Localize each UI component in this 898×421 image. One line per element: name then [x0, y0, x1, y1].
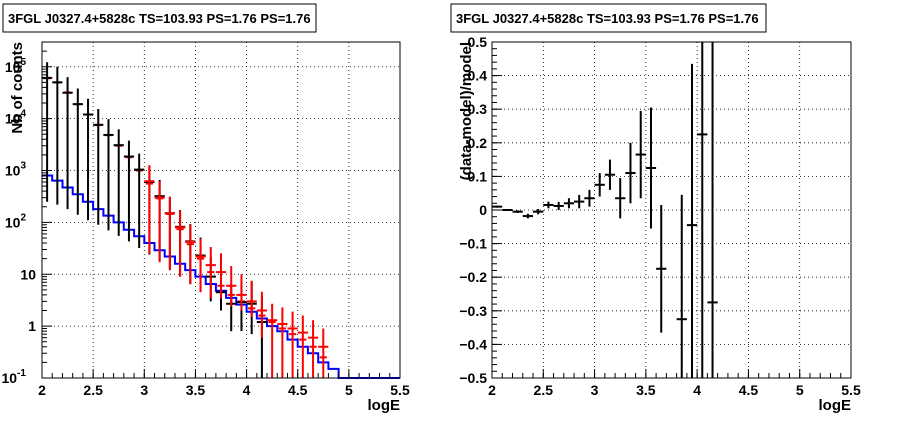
x-tick-label: 4: [693, 382, 701, 398]
y-tick-exponent: 5: [20, 57, 26, 68]
y-tick-exponent: 3: [20, 161, 26, 172]
x-tick-label: 5.5: [841, 382, 861, 398]
y-tick-label: 10: [20, 266, 36, 282]
residual-frame: [491, 41, 852, 379]
x-tick-label: 5: [345, 382, 353, 398]
counts-grid: [42, 42, 400, 378]
residual-grid: [492, 42, 851, 378]
y-tick-label: 102: [5, 212, 27, 230]
x-tick-label: 4: [243, 382, 251, 398]
y-tick-label: −0.5: [459, 370, 487, 386]
y-tick-exponent: 4: [20, 109, 26, 120]
y-tick-label: −0.1: [459, 236, 487, 252]
y-tick-label: 0.4: [468, 68, 488, 84]
y-tick-label: 0.5: [468, 34, 488, 50]
x-tick-label: 3: [591, 382, 599, 398]
y-tick-label: −0.3: [459, 303, 487, 319]
source-model-step-line: [42, 174, 400, 379]
y-tick-label: 0.3: [468, 101, 488, 117]
y-tick-exponent: 2: [20, 212, 26, 223]
x-tick-label: 3.5: [636, 382, 656, 398]
x-tick-label: 5: [796, 382, 804, 398]
residual-x-label: logE: [819, 397, 852, 414]
x-tick-label: 2: [38, 382, 46, 398]
x-tick-label: 3: [140, 382, 148, 398]
y-tick-label: 1: [28, 318, 36, 334]
counts-title-box: [2, 3, 317, 33]
y-tick-label: 0.1: [468, 168, 488, 184]
residual-axes: 2 2.5 3 3.5 4 4.5 5 5.5 −0.5 −0.4 −0.3 −0.2 −0.1 0 0.1…: [459, 34, 861, 398]
residual-title: 3FGL J0327.4+5828c TS=103.93 PS=1.76 PS=…: [456, 11, 759, 26]
counts-x-label: logE: [368, 397, 401, 414]
x-tick-label: 4.5: [739, 382, 759, 398]
x-tick-label: 4.5: [288, 382, 308, 398]
y-tick-label: −0.4: [459, 336, 487, 352]
residual-y-label: (data-model)/model: [458, 42, 475, 180]
y-tick-label: 103: [5, 161, 27, 179]
counts-y-label: Nb of counts: [9, 42, 26, 134]
x-tick-label: 2.5: [83, 382, 103, 398]
residual-panel: 3FGL J0327.4+5828c TS=103.93 PS=1.76 PS=…: [450, 3, 861, 414]
y-tick-exponent: -1: [17, 368, 26, 379]
y-tick-label: 0: [479, 202, 487, 218]
x-tick-label: 3.5: [186, 382, 206, 398]
x-tick-label: 2.5: [534, 382, 554, 398]
y-tick-label: −0.2: [459, 269, 487, 285]
counts-panel: 3FGL J0327.4+5828c TS=103.93 PS=1.76 PS=…: [2, 3, 410, 414]
counts-frame: [41, 41, 401, 379]
x-tick-label: 2: [488, 382, 496, 398]
counts-title: 3FGL J0327.4+5828c TS=103.93 PS=1.76 PS=…: [8, 11, 311, 26]
residual-marks: [492, 42, 718, 378]
y-tick-label: 0.2: [468, 135, 488, 151]
x-tick-label: 5.5: [390, 382, 410, 398]
y-tick-label: 10-1: [2, 368, 27, 386]
counts-marks: [42, 62, 400, 379]
residual-title-box: [450, 3, 767, 33]
